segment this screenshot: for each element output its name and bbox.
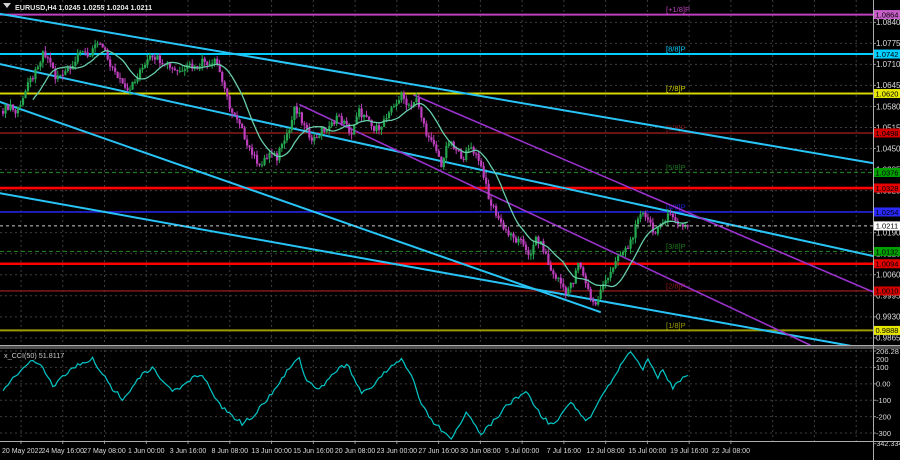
svg-text:[7/8]P: [7/8]P <box>666 84 686 93</box>
svg-text:15 Jul 00:00: 15 Jul 00:00 <box>628 448 666 455</box>
svg-text:22 Jul 08:00: 22 Jul 08:00 <box>712 448 750 455</box>
svg-text:8 Jun 08:00: 8 Jun 08:00 <box>212 448 249 455</box>
svg-text:[2/8]P: [2/8]P <box>666 281 686 290</box>
cci-indicator-label: x_CCI(50) 51.8117 <box>4 351 64 360</box>
svg-text:1.0620: 1.0620 <box>876 89 899 98</box>
sr-lines <box>0 186 873 266</box>
svg-text:12 Jul 08:00: 12 Jul 08:00 <box>587 448 625 455</box>
svg-text:206.28: 206.28 <box>876 347 899 356</box>
svg-text:13 Jun 00:00: 13 Jun 00:00 <box>251 448 292 455</box>
svg-text:20 Jun 08:00: 20 Jun 08:00 <box>335 448 376 455</box>
svg-text:1.0864: 1.0864 <box>876 10 899 19</box>
svg-text:24 May 16:00: 24 May 16:00 <box>42 448 85 455</box>
time-axis-labels: 20 May 202224 May 16:0027 May 08:001 Jun… <box>2 441 750 455</box>
ma-line <box>32 50 688 288</box>
pane-separator[interactable] <box>0 345 900 349</box>
svg-text:1.0775: 1.0775 <box>876 39 900 48</box>
svg-text:1.0710: 1.0710 <box>876 60 900 69</box>
svg-text:19 Jul 16:00: 19 Jul 16:00 <box>670 448 708 455</box>
svg-text:20 May 2022: 20 May 2022 <box>2 448 43 455</box>
grid-layer <box>0 0 873 441</box>
svg-text:-100: -100 <box>876 396 891 405</box>
svg-text:1.0840: 1.0840 <box>876 18 900 27</box>
svg-text:1.0645: 1.0645 <box>876 81 900 90</box>
murrey-levels: [+1/8]P[8/8]P[7/8]P[6/8]P[5/8]P[4/8]P[3/… <box>0 5 873 332</box>
svg-text:0.00: 0.00 <box>876 380 891 389</box>
svg-text:0.9995: 0.9995 <box>876 292 900 301</box>
svg-text:[8/8]P: [8/8]P <box>666 45 686 54</box>
svg-text:1.0580: 1.0580 <box>876 102 900 111</box>
svg-text:7 Jul 16:00: 7 Jul 16:00 <box>547 448 581 455</box>
svg-text:1.0254: 1.0254 <box>876 208 899 217</box>
svg-text:1.0742: 1.0742 <box>876 50 899 59</box>
svg-text:1.0328: 1.0328 <box>876 184 899 193</box>
cci-line <box>2 350 689 440</box>
price-axis-badges: 1.0864 1.0742 1.0620 1.0498 1.0376 1.0254 1.01… <box>874 10 900 335</box>
svg-text:100: 100 <box>876 363 889 372</box>
svg-text:1.0094: 1.0094 <box>876 260 899 269</box>
svg-text:1.0498: 1.0498 <box>876 129 899 138</box>
svg-text:-300: -300 <box>876 429 891 438</box>
svg-text:0.9930: 0.9930 <box>876 313 900 322</box>
chart-expand-icon[interactable] <box>3 3 11 8</box>
svg-text:1.0376: 1.0376 <box>876 168 899 177</box>
svg-text:[1/8]P: [1/8]P <box>666 321 686 330</box>
chart-title: EURUSD,H4 1.0245 1.0255 1.0204 1.0211 <box>15 3 152 12</box>
svg-text:200: 200 <box>876 355 889 364</box>
svg-text:1.0132: 1.0132 <box>876 247 899 256</box>
svg-text:1.0450: 1.0450 <box>876 144 900 153</box>
svg-text:-200: -200 <box>876 412 891 421</box>
trend-lines <box>0 12 873 346</box>
svg-text:1.0211: 1.0211 <box>876 222 898 231</box>
svg-text:1.0190: 1.0190 <box>876 228 900 237</box>
svg-text:5 Jul 00:00: 5 Jul 00:00 <box>505 448 539 455</box>
svg-text:1.0515: 1.0515 <box>876 123 900 132</box>
cci-pane[interactable] <box>0 350 873 441</box>
svg-text:0.9865: 0.9865 <box>876 334 900 343</box>
time-axis[interactable] <box>0 443 873 460</box>
svg-text:-342.334: -342.334 <box>874 439 900 448</box>
svg-text:30 Jun 08:00: 30 Jun 08:00 <box>460 448 501 455</box>
cci-axis[interactable] <box>874 350 900 441</box>
svg-text:27 Jun 16:00: 27 Jun 16:00 <box>418 448 459 455</box>
svg-text:1.0060: 1.0060 <box>876 271 900 280</box>
svg-text:15 Jun 16:00: 15 Jun 16:00 <box>293 448 334 455</box>
svg-text:1 Jun 00:00: 1 Jun 00:00 <box>128 448 165 455</box>
svg-text:23 Jun 00:00: 23 Jun 00:00 <box>377 448 418 455</box>
svg-text:0.9888: 0.9888 <box>876 326 899 335</box>
svg-text:[3/8]P: [3/8]P <box>666 242 686 251</box>
svg-text:[5/8]P: [5/8]P <box>666 163 686 172</box>
svg-text:[6/8]P: [6/8]P <box>666 124 686 133</box>
svg-text:27 May 08:00: 27 May 08:00 <box>83 448 126 455</box>
svg-text:3 Jun 16:00: 3 Jun 16:00 <box>170 448 207 455</box>
svg-text:1.0010: 1.0010 <box>876 287 899 296</box>
price-chart-pane[interactable] <box>0 0 873 346</box>
svg-text:[+1/8]P: [+1/8]P <box>666 5 690 14</box>
price-axis[interactable] <box>874 0 900 346</box>
